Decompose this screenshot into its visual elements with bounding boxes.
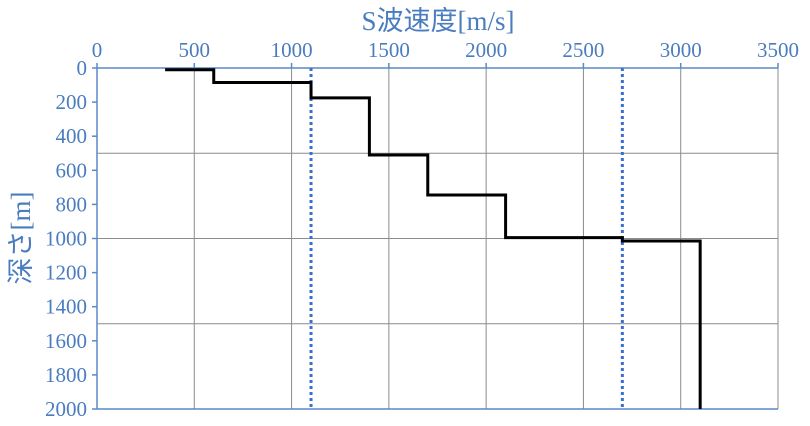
series xyxy=(165,68,702,409)
x-tick-label-3000: 3000 xyxy=(660,38,702,62)
y-tick-label-200: 200 xyxy=(56,90,88,114)
velocity-profile-line xyxy=(165,68,702,409)
y-tick-label-0: 0 xyxy=(77,56,88,80)
x-tick-label-1000: 1000 xyxy=(271,38,313,62)
y-tick-label-1000: 1000 xyxy=(45,227,87,251)
x-tick-label-500: 500 xyxy=(179,38,211,62)
y-tick-label-1600: 1600 xyxy=(45,329,87,353)
x-tick-label-2000: 2000 xyxy=(465,38,507,62)
y-tick-label-2000: 2000 xyxy=(45,397,87,421)
x-tick-label-3500: 3500 xyxy=(757,38,799,62)
x-axis-title: S波速度[m/s] xyxy=(361,6,514,36)
y-tick-label-1200: 1200 xyxy=(45,261,87,285)
axes xyxy=(92,63,779,410)
y-tick-label-600: 600 xyxy=(56,158,88,182)
tick-labels: 0 500 1000 1500 2000 2500 3000 3500 0 200 400 600 80… xyxy=(45,38,799,421)
grid xyxy=(97,68,779,409)
y-axis-title: 深さ[m] xyxy=(6,192,36,285)
x-tick-label-1500: 1500 xyxy=(368,38,410,62)
x-tick-label-2500: 2500 xyxy=(562,38,604,62)
x-tick-label-0: 0 xyxy=(92,38,103,62)
y-tick-label-800: 800 xyxy=(56,192,88,216)
y-tick-label-1800: 1800 xyxy=(45,363,87,387)
y-tick-label-1400: 1400 xyxy=(45,295,87,319)
y-tick-label-400: 400 xyxy=(56,124,88,148)
